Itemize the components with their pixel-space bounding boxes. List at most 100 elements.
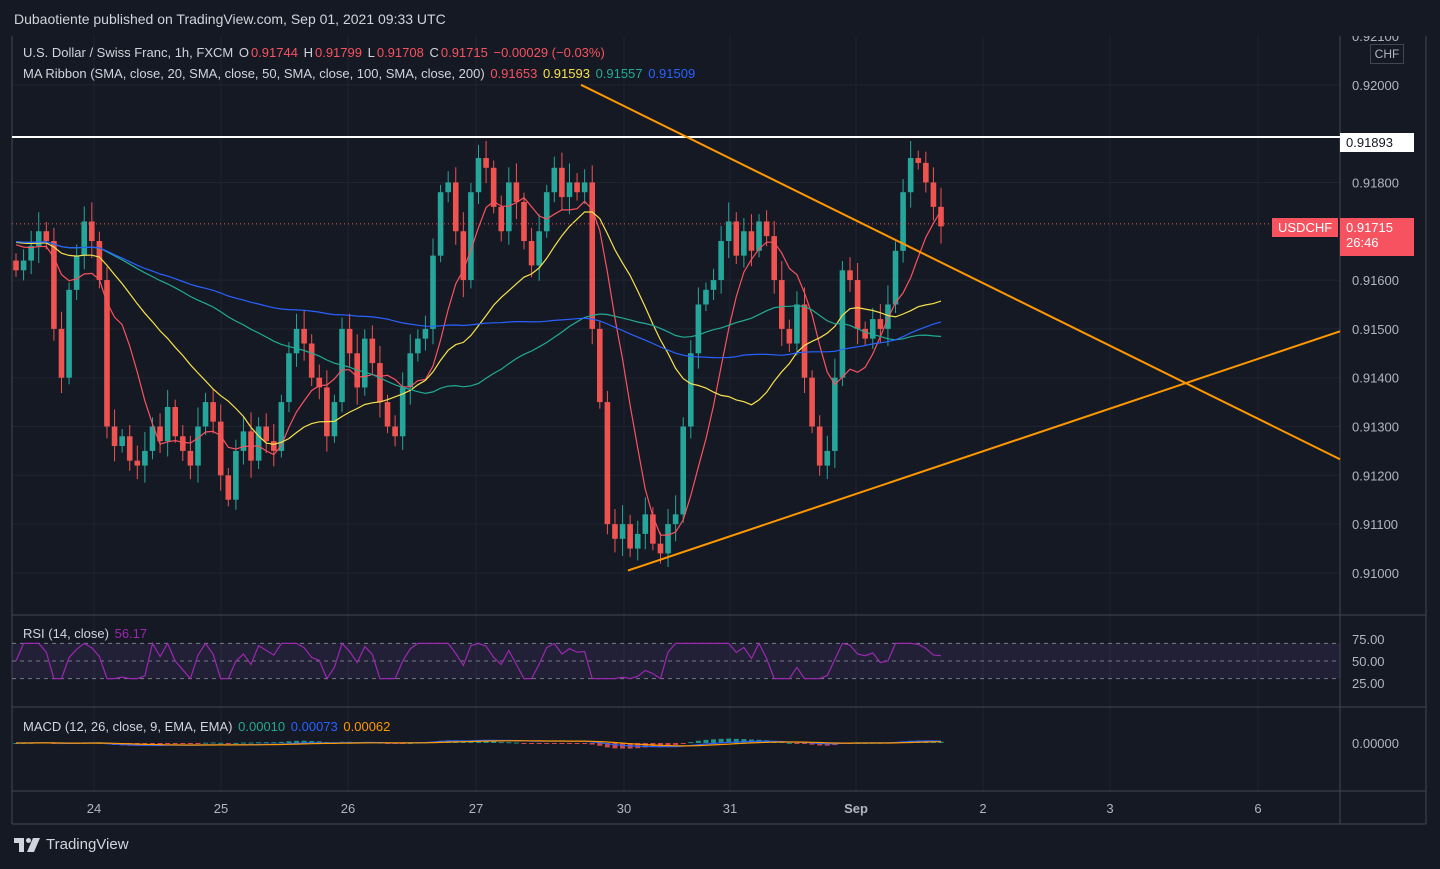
candle-body xyxy=(157,426,163,442)
candle-body xyxy=(665,524,671,554)
candle-body xyxy=(445,182,451,193)
candle-countdown: 26:46 xyxy=(1346,235,1379,250)
macd-histogram-bar xyxy=(316,741,322,743)
candle-body xyxy=(301,328,307,344)
candle-body xyxy=(452,182,459,232)
candle-body xyxy=(210,402,216,422)
macd-histogram-bar xyxy=(301,740,307,743)
candle-body xyxy=(164,406,171,442)
macd-histogram-bar xyxy=(263,742,269,744)
macd-title: MACD (12, 26, close, 9, EMA, EMA) xyxy=(23,719,233,734)
macd-histogram-bar xyxy=(498,742,504,744)
candle-body xyxy=(331,402,338,437)
price-tick-label: 0.91600 xyxy=(1352,273,1399,288)
macd-histogram-bar xyxy=(225,743,231,744)
currency-button[interactable]: CHF xyxy=(1370,44,1404,64)
candle-body xyxy=(809,377,815,427)
price-tick-label: 0.92000 xyxy=(1352,78,1399,93)
candle-body xyxy=(255,426,262,461)
candle-body xyxy=(217,421,224,476)
candle-body xyxy=(551,167,558,193)
macd-histogram-bar xyxy=(695,740,701,743)
candle-body xyxy=(81,221,88,256)
candle-body xyxy=(468,192,474,281)
price-tick-label: 0.91400 xyxy=(1352,371,1399,386)
time-tick-label: 30 xyxy=(617,801,631,816)
candle-body xyxy=(392,426,398,437)
ascending-trendline xyxy=(627,330,1341,572)
rsi-title: RSI (14, close) xyxy=(23,626,109,641)
candle-body xyxy=(915,158,922,163)
candle-body xyxy=(316,377,323,388)
candle-body xyxy=(604,402,611,525)
macd-histogram-bar xyxy=(536,743,542,744)
candle-body xyxy=(559,167,565,198)
candle-body xyxy=(58,328,65,378)
candle-body xyxy=(680,426,687,515)
candle-body xyxy=(597,328,603,403)
macd-histogram-bar xyxy=(544,743,550,744)
macd-histogram-bar xyxy=(688,742,694,744)
macd-histogram-bar xyxy=(574,743,580,744)
tradingview-logo-icon xyxy=(14,837,40,852)
time-tick-label: 3 xyxy=(1106,801,1113,816)
candle-body xyxy=(361,338,368,388)
macd-histogram-bar xyxy=(278,741,284,743)
rsi-tick-label: 75.00 xyxy=(1352,632,1385,647)
price-tick-label: 0.91200 xyxy=(1352,468,1399,483)
candle-body xyxy=(869,319,876,339)
high-value: 0.91799 xyxy=(314,45,362,60)
candle-body xyxy=(816,426,823,466)
candle-body xyxy=(490,167,497,207)
macd-histogram-bar xyxy=(551,743,557,744)
macd-histogram-bar xyxy=(195,743,201,744)
published-header: Dubaotiente published on TradingView.com… xyxy=(0,0,1440,36)
candle-body xyxy=(862,328,868,339)
macd-histogram-bar xyxy=(680,743,686,744)
candle-body xyxy=(35,231,42,246)
candle-body xyxy=(892,250,899,305)
macd-histogram-bar xyxy=(703,739,709,743)
candle-body xyxy=(627,524,633,549)
candle-body xyxy=(612,524,618,539)
macd-legend: MACD (12, 26, close, 9, EMA, EMA) 0.0001… xyxy=(23,719,392,734)
candle-body xyxy=(794,304,800,344)
candle-body xyxy=(126,436,133,461)
macd-histogram-bar xyxy=(187,743,193,744)
footer-brand[interactable]: TradingView xyxy=(14,836,129,853)
macd-histogram-bar xyxy=(786,742,792,744)
macd-histogram-bar xyxy=(218,742,224,744)
ma50-value: 0.91593 xyxy=(542,66,590,81)
candle-body xyxy=(180,436,186,451)
candle-body xyxy=(225,475,232,500)
ma200-value: 0.91509 xyxy=(648,66,696,81)
time-tick-label: 27 xyxy=(469,801,483,816)
candle-body xyxy=(771,236,777,281)
macd-histogram-bar xyxy=(612,743,618,749)
price-tick-label: 0.91800 xyxy=(1352,175,1399,190)
macd-histogram-bar xyxy=(309,741,315,743)
candle-body xyxy=(28,245,34,261)
candle-body xyxy=(718,241,724,281)
candle-body xyxy=(574,182,580,193)
macd-histogram-bar xyxy=(642,743,648,748)
macd-histogram-bar xyxy=(794,743,800,744)
macd-histogram-bar xyxy=(506,742,512,744)
ma100-value: 0.91557 xyxy=(595,66,643,81)
candle-body xyxy=(543,192,550,232)
macd-signal-value: 0.00062 xyxy=(343,719,391,734)
macd-histogram-bar xyxy=(294,740,300,743)
macd-signal-line xyxy=(16,740,942,747)
candle-body xyxy=(399,387,406,437)
brand-name: TradingView xyxy=(46,836,129,853)
candle-body xyxy=(142,450,148,466)
candle-body xyxy=(369,338,376,364)
macd-histogram-bar xyxy=(711,739,717,743)
macd-histogram-bar xyxy=(673,743,679,745)
last-price-value: 0.91715 xyxy=(1346,220,1393,235)
resistance-price-tag: 0.91893 xyxy=(1340,133,1414,152)
candle-body xyxy=(938,206,944,227)
candle-body xyxy=(240,431,247,451)
